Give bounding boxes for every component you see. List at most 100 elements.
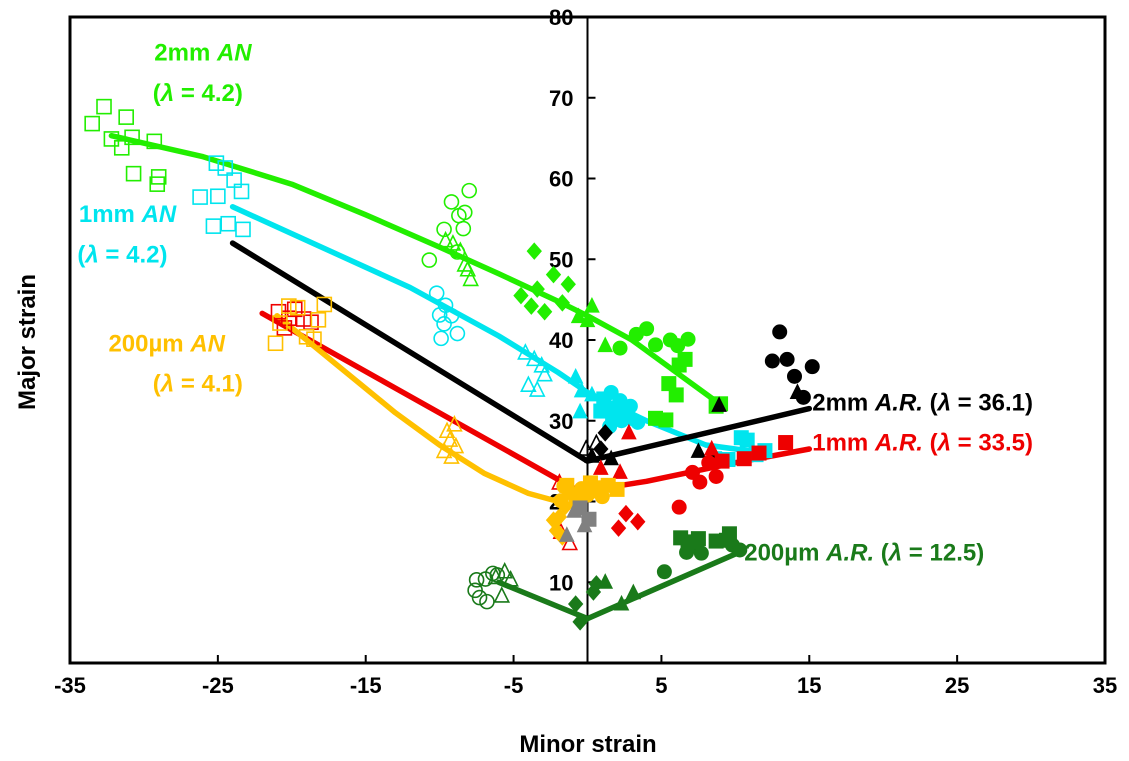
data-point [551, 508, 568, 526]
data-point [84, 115, 100, 132]
data-point [493, 586, 511, 603]
data-point [618, 504, 634, 523]
data-point [437, 230, 454, 248]
data-point [560, 275, 576, 294]
fit-line [584, 313, 724, 408]
data-point [703, 439, 720, 456]
data-point [804, 359, 820, 375]
data-point [739, 432, 755, 448]
data-point [441, 430, 459, 447]
data-point [124, 129, 140, 146]
data-point [208, 155, 225, 171]
fit-line [229, 240, 591, 464]
data-point [286, 301, 303, 318]
data-point [461, 182, 478, 199]
lbl-2mm-ar: 2mm A.R. (λ = 36.1) [812, 389, 1033, 416]
data-point [558, 526, 575, 542]
data-point [787, 368, 802, 384]
data-point [520, 375, 537, 393]
data-point [210, 188, 226, 205]
data-point [306, 331, 322, 347]
data-point [603, 449, 619, 466]
data-point [289, 299, 306, 316]
fit-line [496, 579, 591, 622]
data-point [513, 286, 529, 305]
data-point [779, 351, 795, 367]
fit-line [108, 132, 591, 319]
data-point [684, 534, 700, 550]
data-point [648, 337, 664, 353]
data-point [443, 194, 460, 210]
data-point [630, 414, 646, 430]
data-point [613, 594, 630, 611]
data-point [451, 207, 467, 224]
data-point [693, 545, 709, 561]
data-point [205, 218, 222, 234]
data-point [235, 221, 251, 238]
data-point [592, 459, 609, 475]
data-point [732, 542, 748, 558]
data-point [772, 324, 788, 340]
fit-line [584, 551, 739, 622]
lbl-2mm-an-2: (λ = 4.2) [153, 80, 243, 107]
lbl-200-an-2: (λ = 4.1) [153, 371, 243, 398]
data-point [517, 343, 534, 360]
data-point [471, 589, 488, 606]
data-point [628, 326, 644, 342]
data-point [125, 165, 142, 182]
data-point [276, 320, 293, 336]
data-point [446, 414, 463, 432]
data-point [671, 357, 687, 373]
data-point [625, 583, 642, 600]
data-point [528, 380, 546, 397]
lbl-2mm-an-1: 2mm AN [154, 40, 252, 67]
x-tick-label: -25 [202, 673, 234, 698]
data-point [443, 447, 460, 464]
lbl-1mm-an-2: (λ = 4.2) [77, 241, 167, 268]
fit-line [274, 313, 576, 509]
data-point [443, 307, 460, 324]
data-point [444, 234, 462, 251]
data-point [449, 325, 466, 342]
data-point [421, 252, 438, 268]
x-tick-label: 25 [945, 673, 969, 698]
data-point [572, 500, 588, 516]
data-point [217, 160, 234, 176]
data-point [468, 572, 485, 588]
data-point [267, 335, 284, 352]
data-point [456, 255, 474, 272]
data-point [96, 98, 112, 115]
data-point [751, 445, 767, 461]
data-point [526, 242, 542, 260]
tick-labels: -35-25-15-551525351020304050607080 [54, 5, 1117, 698]
data-point [671, 499, 687, 515]
data-point [220, 215, 237, 232]
data-point [487, 567, 505, 585]
data-point [736, 451, 752, 467]
data-point [281, 298, 297, 314]
data-point [701, 455, 717, 471]
data-point [711, 396, 727, 412]
data-point [795, 389, 811, 405]
y-tick-label: 60 [549, 167, 573, 192]
data-point [570, 307, 587, 324]
data-point [579, 311, 596, 328]
data-point [612, 463, 628, 479]
y-axis-title: Major strain [14, 274, 41, 410]
data-point [272, 315, 288, 331]
y-tick-label: 30 [549, 409, 573, 434]
x-tick-label: -15 [350, 673, 382, 698]
data-point [452, 241, 469, 258]
fit-line [259, 310, 583, 495]
lbl-1mm-ar: 1mm A.R. (λ = 33.5) [812, 430, 1033, 457]
y-tick-label: 70 [549, 86, 573, 111]
data-point [609, 481, 625, 497]
data-point [462, 269, 479, 287]
data-point [721, 526, 737, 542]
data-point [572, 402, 588, 419]
data-point [597, 424, 613, 442]
data-point [597, 573, 614, 589]
data-point [656, 564, 672, 580]
data-point [605, 407, 621, 423]
